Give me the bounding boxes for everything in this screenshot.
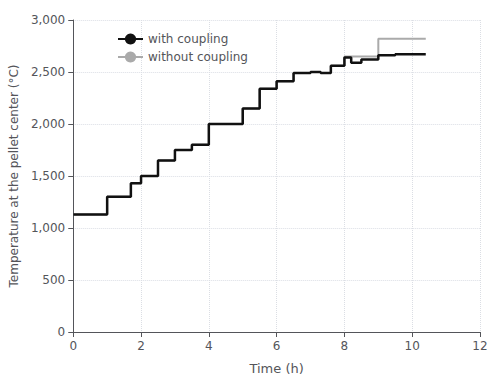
svg-text:500: 500 xyxy=(42,273,65,287)
svg-text:3,000: 3,000 xyxy=(31,13,65,27)
svg-text:Temperature at the pellet cent: Temperature at the pellet center (°C) xyxy=(7,65,21,289)
svg-text:2,000: 2,000 xyxy=(31,117,65,131)
svg-text:2: 2 xyxy=(137,339,145,353)
svg-text:2,500: 2,500 xyxy=(31,65,65,79)
svg-text:10: 10 xyxy=(405,339,420,353)
svg-text:0: 0 xyxy=(69,339,77,353)
svg-text:8: 8 xyxy=(341,339,349,353)
svg-text:1,500: 1,500 xyxy=(31,169,65,183)
svg-text:12: 12 xyxy=(472,339,487,353)
svg-text:0: 0 xyxy=(58,325,66,339)
svg-text:6: 6 xyxy=(273,339,281,353)
svg-text:without coupling: without coupling xyxy=(148,50,248,64)
svg-text:1,000: 1,000 xyxy=(31,221,65,235)
svg-text:4: 4 xyxy=(205,339,213,353)
svg-text:Time (h): Time (h) xyxy=(248,361,303,376)
svg-text:with coupling: with coupling xyxy=(148,32,228,46)
